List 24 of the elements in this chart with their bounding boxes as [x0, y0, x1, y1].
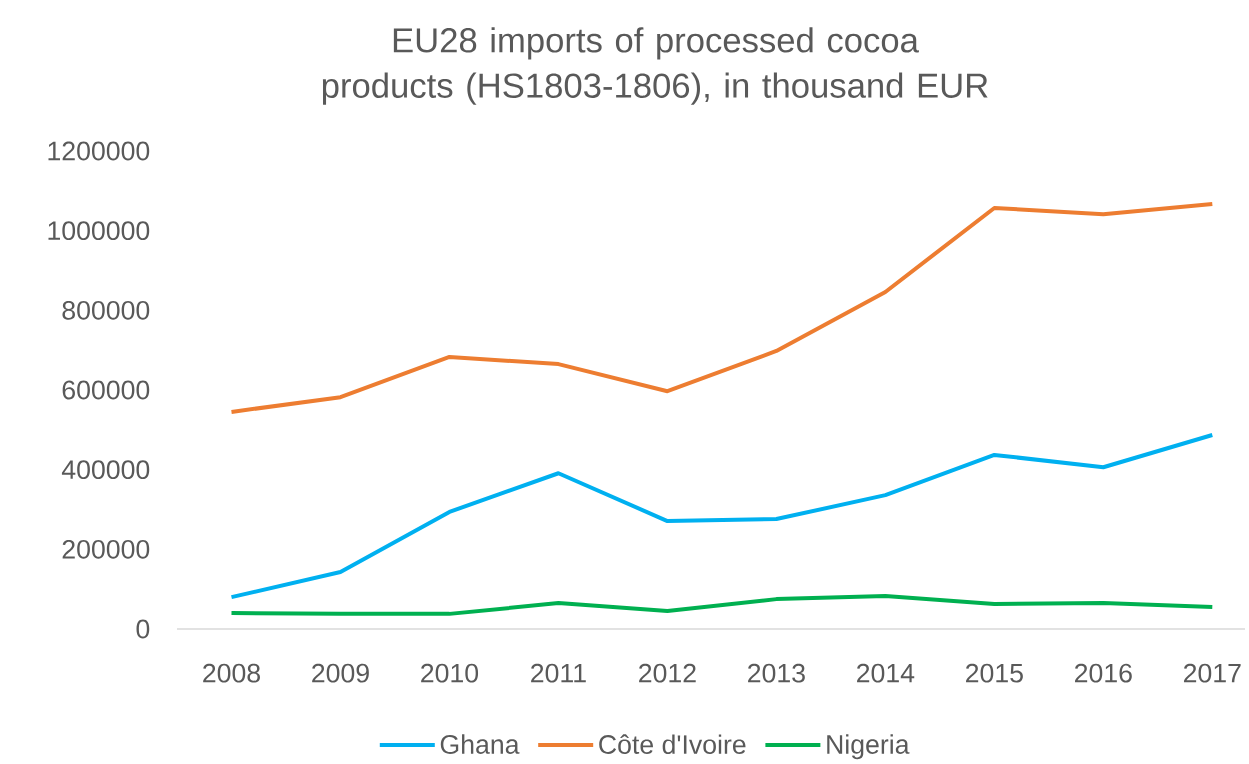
- x-tick-label: 2012: [639, 663, 696, 683]
- y-tick-label: 600000: [62, 380, 150, 400]
- x-tick-label: 2015: [966, 663, 1023, 683]
- legend-label: Côte d'Ivoire: [599, 734, 746, 754]
- line-series: [229, 433, 1215, 600]
- x-tick-label: 2010: [421, 663, 479, 683]
- x-tick-label: 2017: [1183, 663, 1241, 683]
- y-tick-label: 800000: [62, 300, 150, 320]
- chart-title: EU28 imports of processed cocoa products (HS1803-1806), in thousand EUR: [322, 27, 988, 105]
- legend-label: Nigeria: [827, 734, 910, 760]
- y-tick-label: 0: [136, 619, 150, 639]
- y-tick-label: 400000: [61, 460, 150, 480]
- y-tick-label: 1000000: [48, 221, 150, 241]
- x-tick-label: 2008: [203, 663, 260, 683]
- line-series: [229, 201, 1215, 414]
- y-tick-label: 1200000: [48, 141, 150, 161]
- x-tick-label: 2014: [857, 663, 915, 683]
- y-tick-label: 200000: [62, 539, 150, 559]
- line-series: [229, 593, 1215, 616]
- x-tick-label: 2016: [1075, 663, 1132, 683]
- x-tick-label: 2009: [312, 663, 369, 683]
- x-tick-label: 2013: [748, 663, 805, 683]
- x-tick-label: 2011: [531, 663, 586, 683]
- legend-label: Ghana: [440, 734, 520, 754]
